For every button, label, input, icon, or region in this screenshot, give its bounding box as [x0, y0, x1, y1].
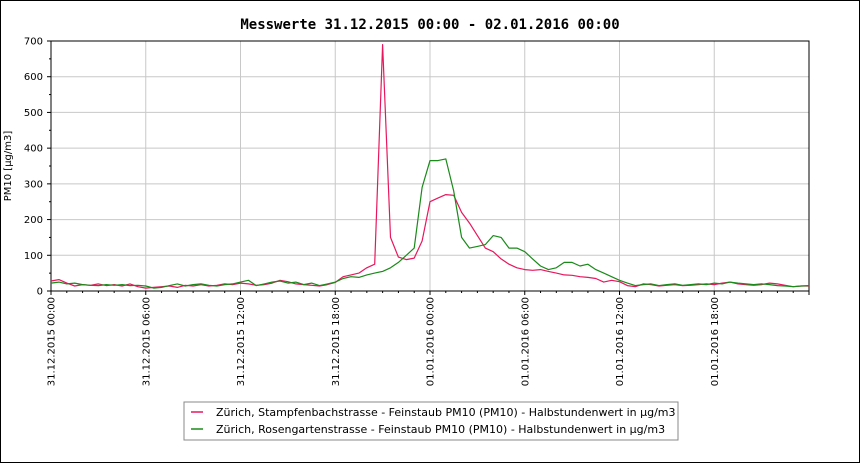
y-axis-label: PM10 [µg/m3]	[3, 131, 14, 202]
x-tick-label: 31.12.2015 12:00	[236, 297, 247, 386]
x-axis: 31.12.2015 00:00 31.12.2015 06:00 31.12.20…	[47, 291, 810, 386]
x-tick-label: 01.01.2016 06:00	[520, 297, 531, 386]
y-tick-label: 700	[24, 37, 43, 48]
y-tick-label: 600	[24, 72, 43, 83]
y-tick-label: 100	[24, 251, 43, 262]
series-line-1	[50, 158, 810, 289]
y-tick-label: 400	[24, 144, 43, 155]
y-tick-label: 300	[24, 179, 43, 190]
x-tick-label: 01.01.2016 00:00	[426, 297, 437, 386]
legend: Zürich, Stampfenbachstrasse - Feinstaub …	[183, 401, 679, 441]
legend-box	[183, 401, 679, 441]
legend-label-rosengarten: Zürich, Rosengartenstrasse - Feinstaub P…	[216, 423, 665, 436]
x-tick-label: 31.12.2015 18:00	[331, 297, 342, 386]
x-tick-label: 31.12.2015 00:00	[47, 297, 58, 386]
y-tick-label: 0	[37, 287, 43, 298]
chart-title: Messwerte 31.12.2015 00:00 - 02.01.2016 …	[240, 17, 619, 33]
x-tick-label: 01.01.2016 12:00	[615, 297, 626, 386]
x-tick-label: 01.01.2016 18:00	[710, 297, 721, 386]
grid	[51, 41, 809, 291]
y-axis: 0 100 200 300 400 500 600 700	[24, 37, 51, 298]
series-layer	[50, 43, 810, 289]
legend-label-stampfenbach: Zürich, Stampfenbachstrasse - Feinstaub …	[216, 406, 676, 419]
y-tick-label: 200	[24, 215, 43, 226]
y-tick-label: 500	[24, 108, 43, 119]
x-tick-label: 31.12.2015 06:00	[141, 297, 152, 386]
